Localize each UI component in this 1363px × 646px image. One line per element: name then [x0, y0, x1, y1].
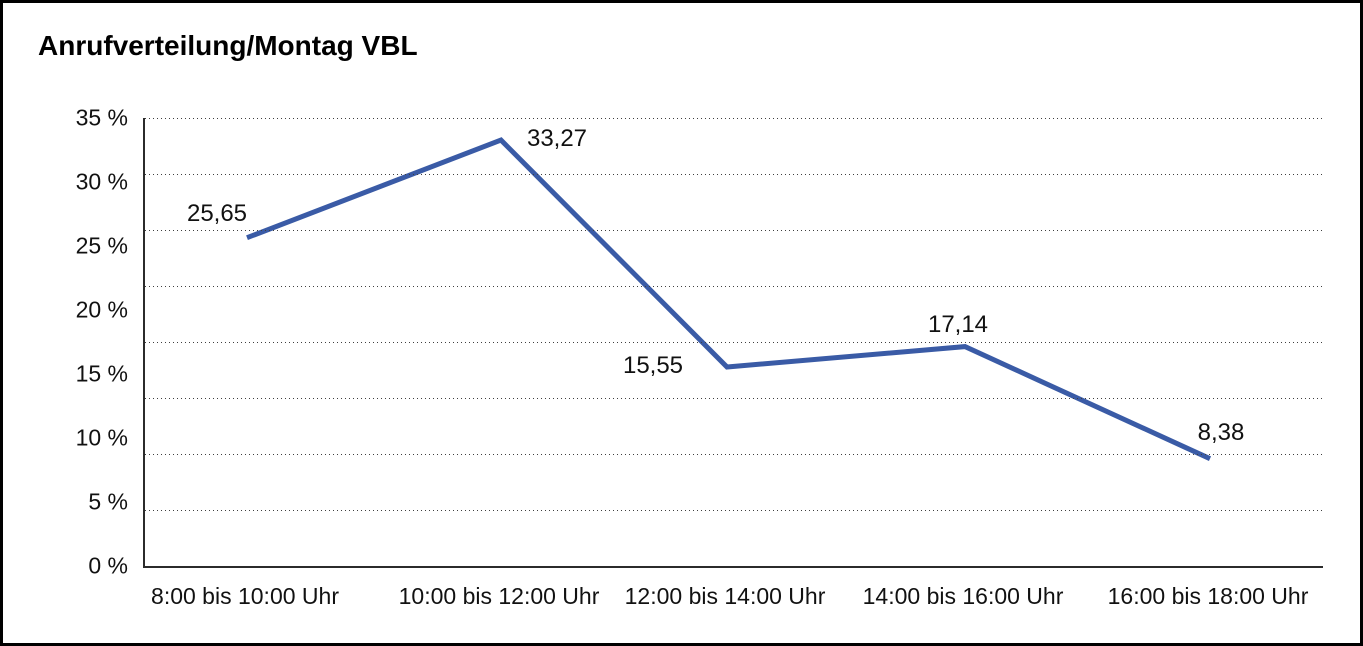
- x-axis-category-label: 14:00 bis 16:00 Uhr: [862, 583, 1064, 609]
- y-axis-tick-label: 35 %: [75, 104, 128, 131]
- x-axis-category-label: 8:00 bis 10:00 Uhr: [151, 583, 339, 609]
- gridline: [145, 174, 1323, 175]
- x-axis-category-label: 10:00 bis 12:00 Uhr: [398, 583, 600, 609]
- gridline: [145, 230, 1323, 231]
- series-line: [246, 137, 1212, 461]
- gridline: [145, 118, 1323, 119]
- gridline: [145, 398, 1323, 399]
- y-axis-tick-label: 25 %: [75, 232, 128, 259]
- x-axis-category-label: 12:00 bis 14:00 Uhr: [624, 583, 826, 609]
- y-axis-tick-label: 0 %: [88, 552, 128, 579]
- y-axis-tick-label: 5 %: [88, 488, 128, 515]
- gridline: [145, 510, 1323, 511]
- data-point-label: 17,14: [927, 311, 989, 338]
- x-axis-category-label: 16:00 bis 18:00 Uhr: [1107, 583, 1309, 609]
- plot-area: [143, 118, 1323, 568]
- y-axis-tick-label: 15 %: [75, 360, 128, 387]
- y-axis-tick-label: 10 %: [75, 424, 128, 451]
- data-point-label: 15,55: [622, 352, 684, 379]
- data-point-label: 8,38: [1197, 419, 1245, 446]
- chart-title: Anrufverteilung/Montag VBL: [38, 30, 418, 61]
- gridline: [145, 454, 1323, 455]
- gridline: [145, 286, 1323, 287]
- y-axis-tick-label: 20 %: [75, 296, 128, 323]
- y-axis-tick-label: 30 %: [75, 168, 128, 195]
- data-point-label: 33,27: [526, 125, 588, 152]
- data-point-label: 25,65: [186, 200, 248, 227]
- line-chart-canvas: [246, 137, 1212, 461]
- gridline: [145, 342, 1323, 343]
